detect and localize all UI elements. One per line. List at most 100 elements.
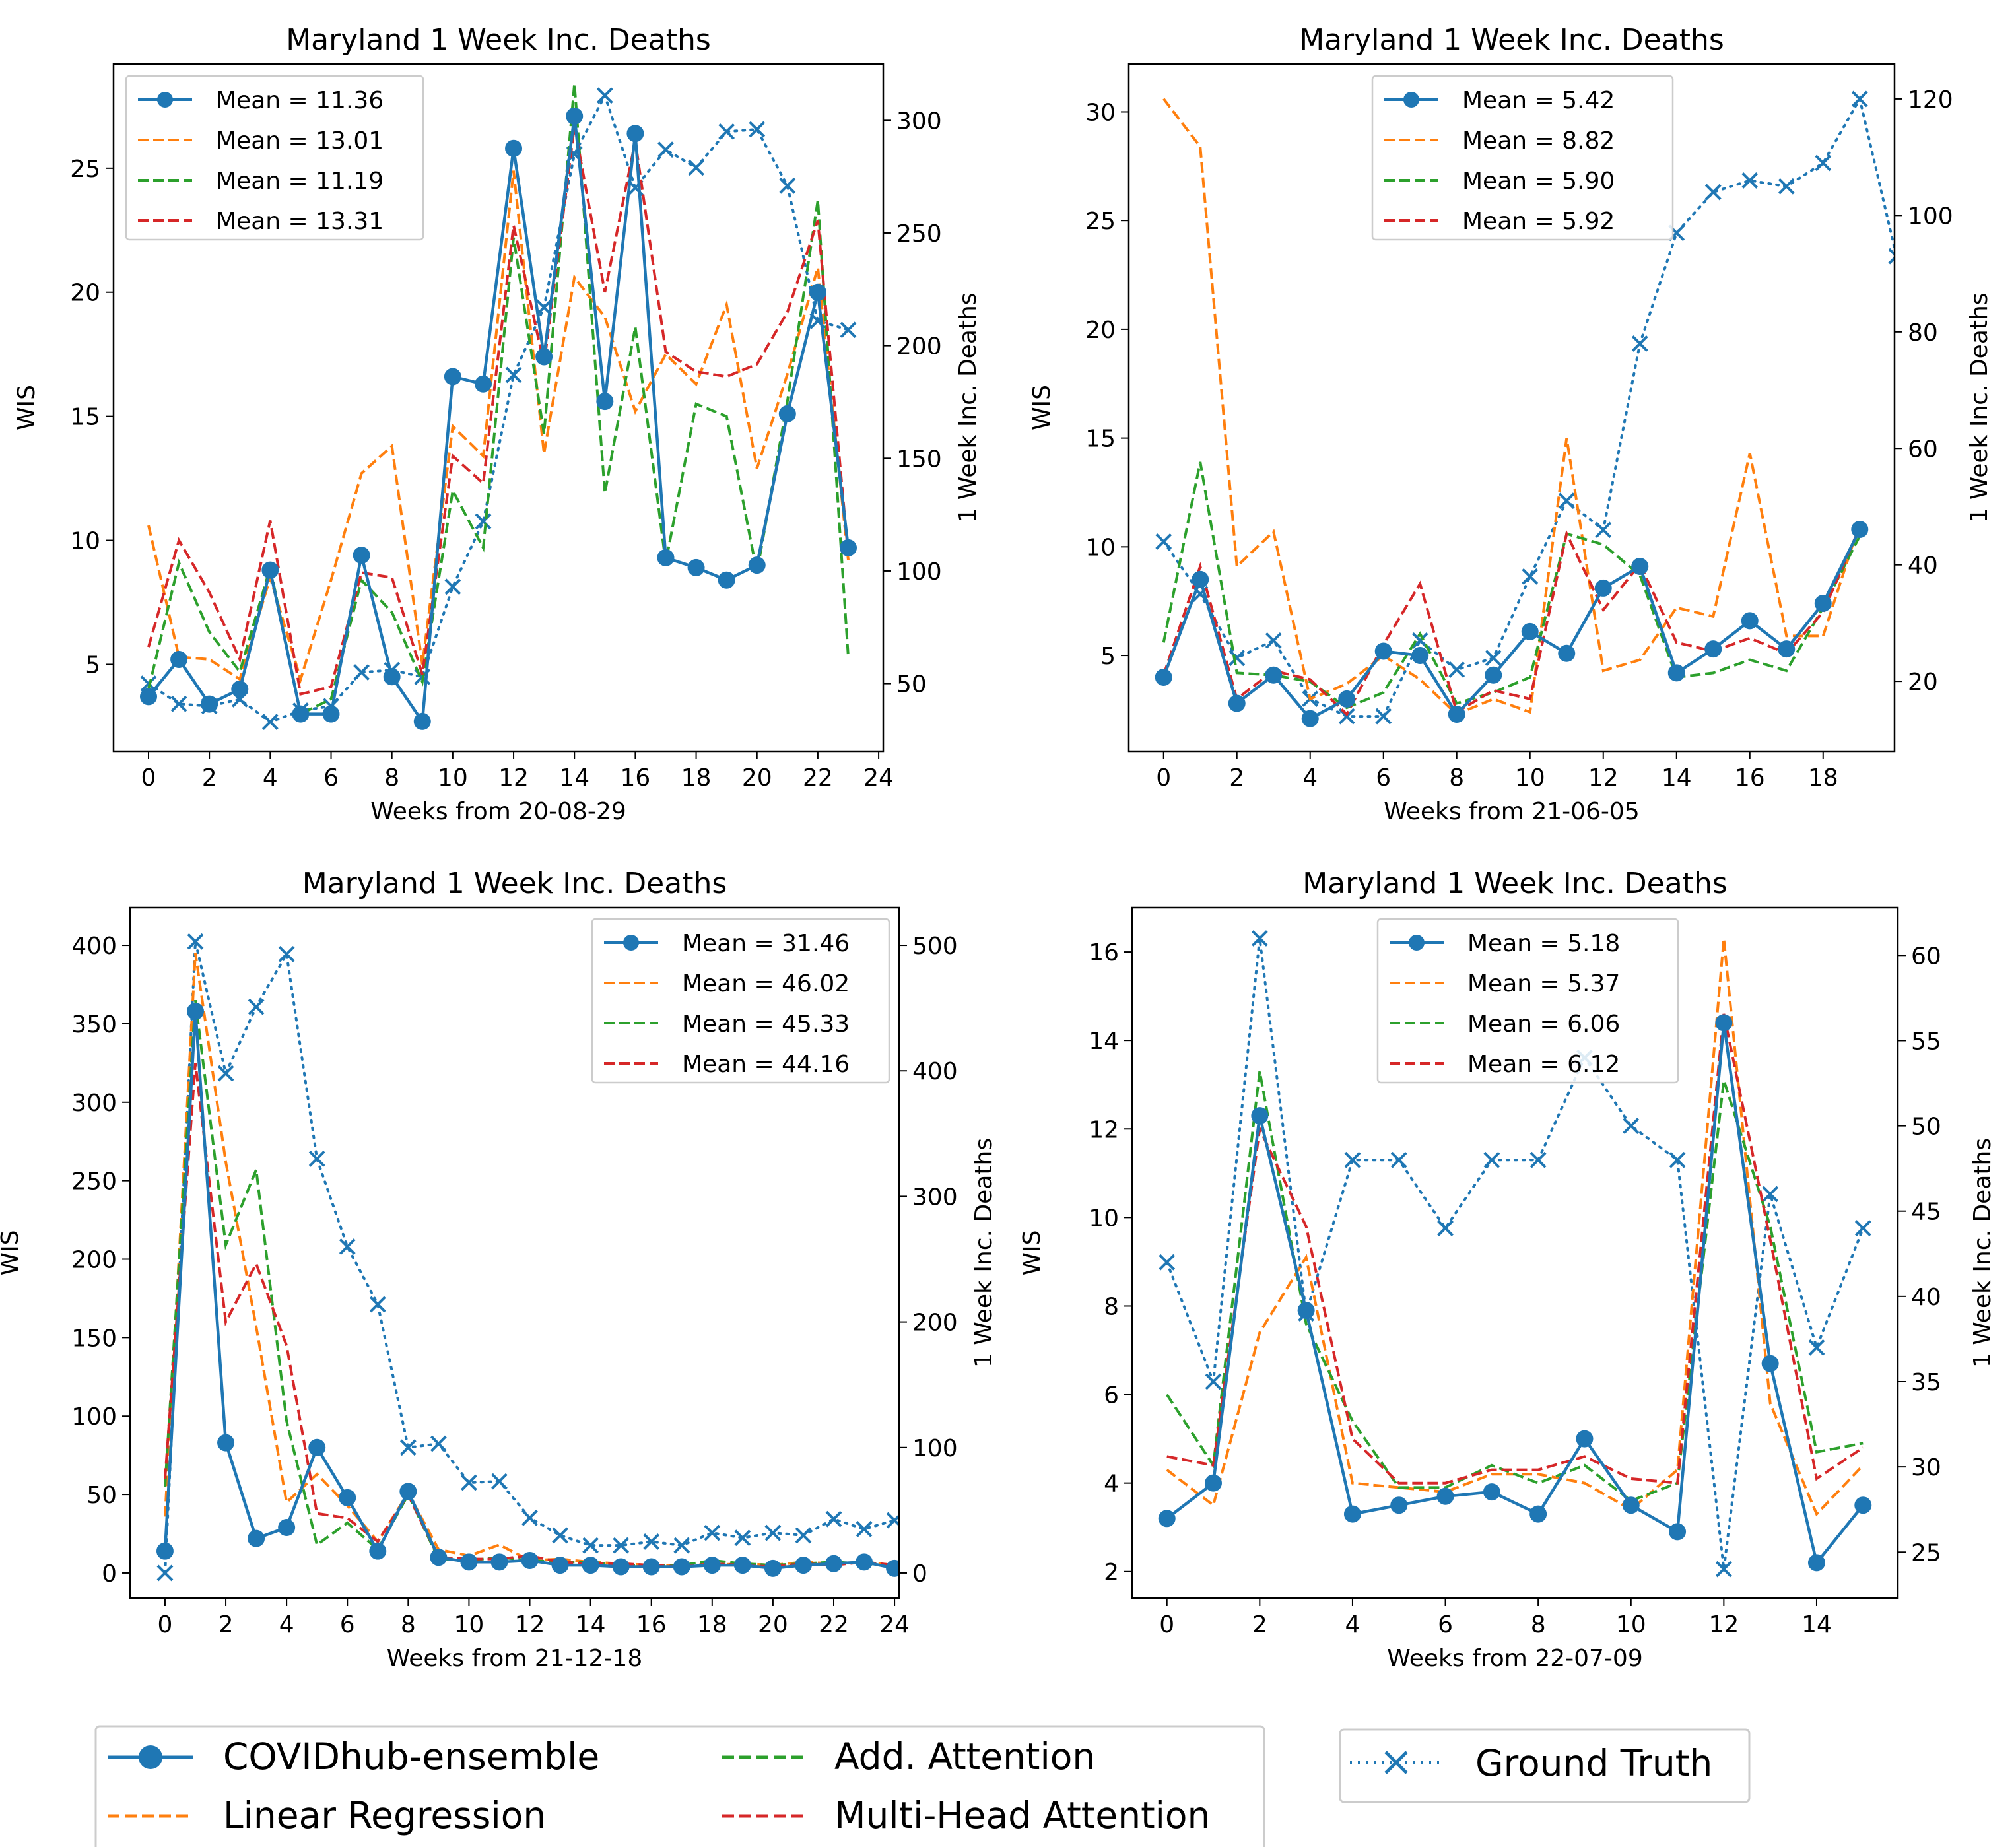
point-ensemble [840,539,857,556]
point-ground-truth [248,998,265,1015]
x-tick-label: 6 [340,1611,355,1638]
point-ensemble [596,393,614,411]
chart-panel-4: Maryland 1 Week Inc. Deaths 0 2 4 6 8 10 12 14 We… [1019,867,1996,1672]
truth-legend-frame [1339,1728,1751,1803]
y-tick-label: 14 [1089,1028,1119,1055]
x-tick-label: 2 [1252,1611,1267,1638]
point-ensemble [1704,640,1722,658]
y-tick-label: 200 [71,1247,117,1274]
point-ground-truth [430,1435,447,1452]
point-ground-truth [688,159,704,176]
point-ground-truth [156,1564,174,1582]
panel-legend-label-ensemble: Mean = 5.42 [1462,87,1615,114]
point-ensemble [1631,557,1649,575]
point-ground-truth [1155,533,1172,550]
point-ground-truth [613,1537,630,1554]
point-ensemble [1158,1510,1176,1528]
x-tick-label: 10 [1515,764,1545,791]
panel-legend-label-linear: Mean = 5.37 [1467,970,1620,997]
x-tick-label: 8 [1531,1611,1546,1638]
x-tick-label: 12 [515,1611,545,1638]
y2-tick-label: 25 [1911,1539,1941,1566]
point-ensemble [703,1557,721,1574]
x-tick-label: 12 [1588,764,1619,791]
point-ensemble [551,1557,569,1574]
series-line-additive [164,1000,895,1567]
panel-legend-label-additive: Mean = 5.90 [1462,168,1615,195]
point-ground-truth [399,1439,417,1456]
point-ensemble [308,1438,326,1456]
chart-title: Maryland 1 Week Inc. Deaths [286,23,711,57]
point-ensemble [733,1557,751,1574]
point-ground-truth [749,121,766,138]
y-tick-label: 12 [1089,1116,1119,1143]
point-ground-truth [1522,568,1539,585]
point-ensemble [566,107,584,125]
point-ground-truth [1205,1373,1222,1390]
figure-legend: COVIDhub-ensemble Linear Regression Add.… [94,1725,1265,1847]
axes-frame [112,63,885,753]
point-ground-truth [1485,650,1502,667]
legend-label-multihead: Multi-Head Attention [834,1794,1210,1836]
point-ensemble [612,1558,630,1576]
legend-marker-ensemble [139,1745,162,1769]
point-ensemble [201,695,218,713]
y2-tick-label: 30 [1911,1454,1941,1481]
point-ensemble [460,1553,478,1571]
point-ground-truth [1159,1254,1176,1271]
legend-label-additive: Add. Attention [834,1735,1095,1778]
point-ground-truth [779,177,796,194]
y-axis-label: WIS [0,1230,24,1275]
point-ground-truth [764,1524,782,1541]
y2-axis-label: 1 Week Inc. Deaths [1966,292,1993,522]
point-ground-truth [1741,172,1759,189]
x-axis-label: Weeks from 21-06-05 [1384,798,1639,825]
y-tick-label: 6 [1104,1382,1119,1409]
point-ground-truth [1437,1220,1454,1236]
x-tick-label: 22 [819,1611,849,1638]
series-line-multihead [1166,1013,1864,1485]
truth-legend: Ground Truth [1339,1728,1751,1803]
point-ground-truth [704,1524,721,1541]
panel-legend-label-additive: Mean = 45.33 [682,1011,850,1038]
y-tick-label: 350 [71,1011,117,1038]
x-tick-label: 14 [1801,1611,1832,1638]
panel-legend-label-linear: Mean = 13.01 [216,127,384,154]
y2-tick-label: 400 [912,1058,958,1085]
point-ground-truth [795,1527,812,1544]
x-tick-label: 10 [1616,1611,1646,1638]
x-tick-label: 8 [401,1611,416,1638]
point-ground-truth [369,1296,386,1313]
point-ensemble [1576,1430,1594,1448]
point-ensemble [809,283,826,301]
panel-legend-label-multihead: Mean = 6.12 [1467,1051,1620,1078]
x-tick-label: 10 [454,1611,485,1638]
x-axis-label: Weeks from 21-12-18 [387,1645,642,1672]
legend-label-truth: Ground Truth [1475,1742,1712,1784]
point-ground-truth [734,1529,751,1547]
point-ground-truth [353,664,370,681]
y-tick-label: 25 [70,156,100,183]
y2-tick-label: 100 [1908,203,1953,230]
point-ground-truth [886,1512,899,1529]
x-tick-label: 2 [202,764,217,791]
panel-legend-frame [1371,75,1674,241]
point-ground-truth [856,1520,873,1537]
point-ensemble [413,712,431,730]
x-tick-label: 12 [1708,1611,1739,1638]
x-tick-label: 4 [1302,764,1318,791]
panel-legend-label-ensemble: Mean = 5.18 [1467,930,1620,957]
x-tick-label: 18 [1808,764,1838,791]
y2-tick-label: 60 [1908,436,1938,463]
point-ensemble [764,1559,782,1577]
point-ensemble [278,1519,296,1537]
point-ground-truth [491,1473,508,1490]
point-ensemble [1814,594,1832,612]
point-ensemble [1343,1505,1361,1523]
plot-area [156,933,899,1582]
plot-area [1158,930,1872,1578]
panel-legend: Mean = 31.46 Mean = 46.02 Mean = 45.33 Mean… [591,918,890,1084]
panel-legend-label-linear: Mean = 8.82 [1462,127,1615,154]
point-ensemble [369,1542,387,1560]
